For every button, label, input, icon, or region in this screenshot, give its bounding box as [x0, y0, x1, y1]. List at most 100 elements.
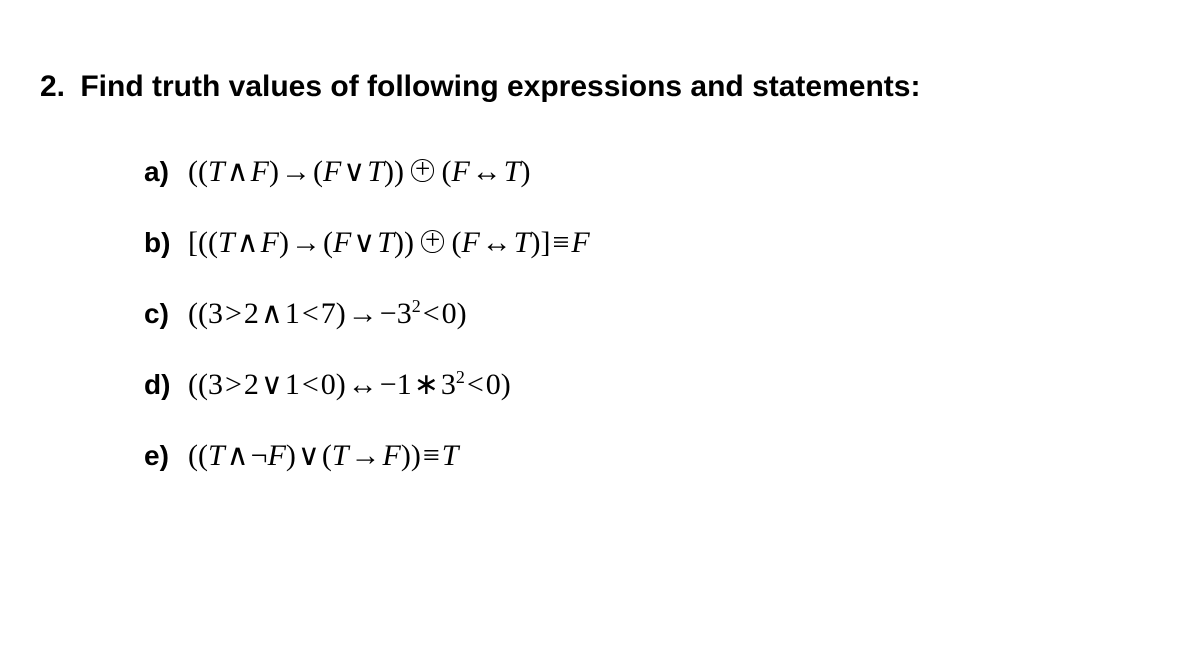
op-and: ∧ — [225, 154, 251, 189]
paren-open: (( — [188, 155, 208, 188]
op-or: ∨ — [296, 438, 322, 473]
op-equiv: ≡ — [550, 226, 571, 260]
op-or: ∨ — [351, 225, 377, 260]
op-iff: ↔ — [480, 226, 514, 260]
neg-3: −3 — [380, 297, 412, 330]
question-title: Find truth values of following expressio… — [80, 70, 920, 103]
neg-1: −1 — [380, 368, 412, 401]
expression-e: ((T ∧ ¬F) ∨ (T → F)) ≡ T — [188, 438, 458, 473]
paren-open: ( — [322, 439, 332, 472]
op-and: ∧ — [259, 296, 285, 331]
num-2: 2 — [244, 297, 259, 330]
num-3: 3 — [441, 368, 456, 401]
op-implies: → — [279, 155, 313, 189]
item-label: e) — [144, 440, 188, 472]
paren-close: ) — [286, 439, 296, 472]
num-0: 0 — [486, 368, 501, 401]
op-lt: < — [300, 368, 321, 402]
var-F: F — [571, 226, 589, 259]
expression-a: ((T ∧ F) → (F ∨ T)) (F ↔ T) — [188, 154, 530, 189]
op-and: ∧ — [225, 438, 251, 473]
op-or: ∨ — [259, 367, 285, 402]
expression-c: ((3 > 2 ∧ 1 < 7) → −32 < 0) — [188, 296, 467, 331]
page: 2. Find truth values of following expres… — [0, 0, 1190, 549]
var-T: T — [377, 226, 394, 259]
bracket-open: [ — [188, 226, 198, 259]
paren-open: (( — [188, 368, 208, 401]
item-label: d) — [144, 369, 188, 401]
op-xor-icon — [411, 159, 434, 182]
paren-open: ( — [451, 226, 461, 259]
var-T: T — [332, 439, 349, 472]
var-T: T — [218, 226, 235, 259]
var-T: T — [504, 155, 521, 188]
question-heading: 2. Find truth values of following expres… — [40, 70, 1150, 104]
paren-open: ( — [323, 226, 333, 259]
paren-open: (( — [188, 439, 208, 472]
num-3: 3 — [208, 297, 223, 330]
op-iff: ↔ — [346, 368, 380, 402]
paren-close: )) — [384, 155, 404, 188]
space — [404, 155, 412, 188]
op-or: ∨ — [341, 154, 367, 189]
paren-open: (( — [198, 226, 218, 259]
num-1: 1 — [285, 368, 300, 401]
item-c: c) ((3 > 2 ∧ 1 < 7) → −32 < 0) — [144, 296, 1150, 331]
bracket-close: )] — [530, 226, 550, 259]
superscript-2: 2 — [456, 367, 465, 387]
item-d: d) ((3 > 2 ∨ 1 < 0) ↔ −1 ∗ 32 < 0) — [144, 367, 1150, 402]
superscript-2: 2 — [412, 296, 421, 316]
var-F: F — [333, 226, 351, 259]
op-mult: ∗ — [412, 367, 441, 402]
var-T: T — [514, 226, 531, 259]
expression-b: [((T ∧ F) → (F ∨ T)) (F ↔ T)] ≡ F — [188, 225, 590, 260]
op-equiv: ≡ — [421, 439, 442, 473]
var-F: F — [451, 155, 469, 188]
item-label: c) — [144, 298, 188, 330]
var-F: F — [383, 439, 401, 472]
num-3: 3 — [208, 368, 223, 401]
num-0: 0 — [321, 368, 336, 401]
item-e: e) ((T ∧ ¬F) ∨ (T → F)) ≡ T — [144, 438, 1150, 473]
item-b: b) [((T ∧ F) → (F ∨ T)) (F ↔ T)] ≡ F — [144, 225, 1150, 260]
paren-close: ) — [269, 155, 279, 188]
op-and: ∧ — [235, 225, 261, 260]
op-implies: → — [289, 226, 323, 260]
num-0: 0 — [442, 297, 457, 330]
paren-close: ) — [520, 155, 530, 188]
op-gt: > — [223, 368, 244, 402]
var-T: T — [208, 439, 225, 472]
expression-d: ((3 > 2 ∨ 1 < 0) ↔ −1 ∗ 32 < 0) — [188, 367, 511, 402]
paren-close: ) — [336, 297, 346, 330]
var-T: T — [208, 155, 225, 188]
var-F: F — [461, 226, 479, 259]
num-1: 1 — [285, 297, 300, 330]
op-not: ¬ — [251, 439, 268, 472]
paren-close: ) — [457, 297, 467, 330]
var-T: T — [367, 155, 384, 188]
item-a: a) ((T ∧ F) → (F ∨ T)) (F ↔ T) — [144, 154, 1150, 189]
num-7: 7 — [321, 297, 336, 330]
var-T: T — [442, 439, 459, 472]
question-number: 2. — [40, 70, 72, 104]
op-iff: ↔ — [470, 155, 504, 189]
paren-open: ( — [313, 155, 323, 188]
op-implies: → — [346, 297, 380, 331]
num-2: 2 — [244, 368, 259, 401]
op-lt: < — [421, 297, 442, 331]
paren-close: )) — [401, 439, 421, 472]
op-lt: < — [300, 297, 321, 331]
item-label: b) — [144, 227, 188, 259]
items-list: a) ((T ∧ F) → (F ∨ T)) (F ↔ T) b) [((T ∧… — [40, 154, 1150, 473]
var-F: F — [251, 155, 269, 188]
paren-close: ) — [501, 368, 511, 401]
item-label: a) — [144, 156, 188, 188]
op-implies: → — [349, 439, 383, 473]
op-lt: < — [465, 368, 486, 402]
var-F: F — [323, 155, 341, 188]
paren-close: ) — [279, 226, 289, 259]
paren-close: ) — [336, 368, 346, 401]
paren-open: (( — [188, 297, 208, 330]
var-F: F — [261, 226, 279, 259]
var-F: F — [268, 439, 286, 472]
